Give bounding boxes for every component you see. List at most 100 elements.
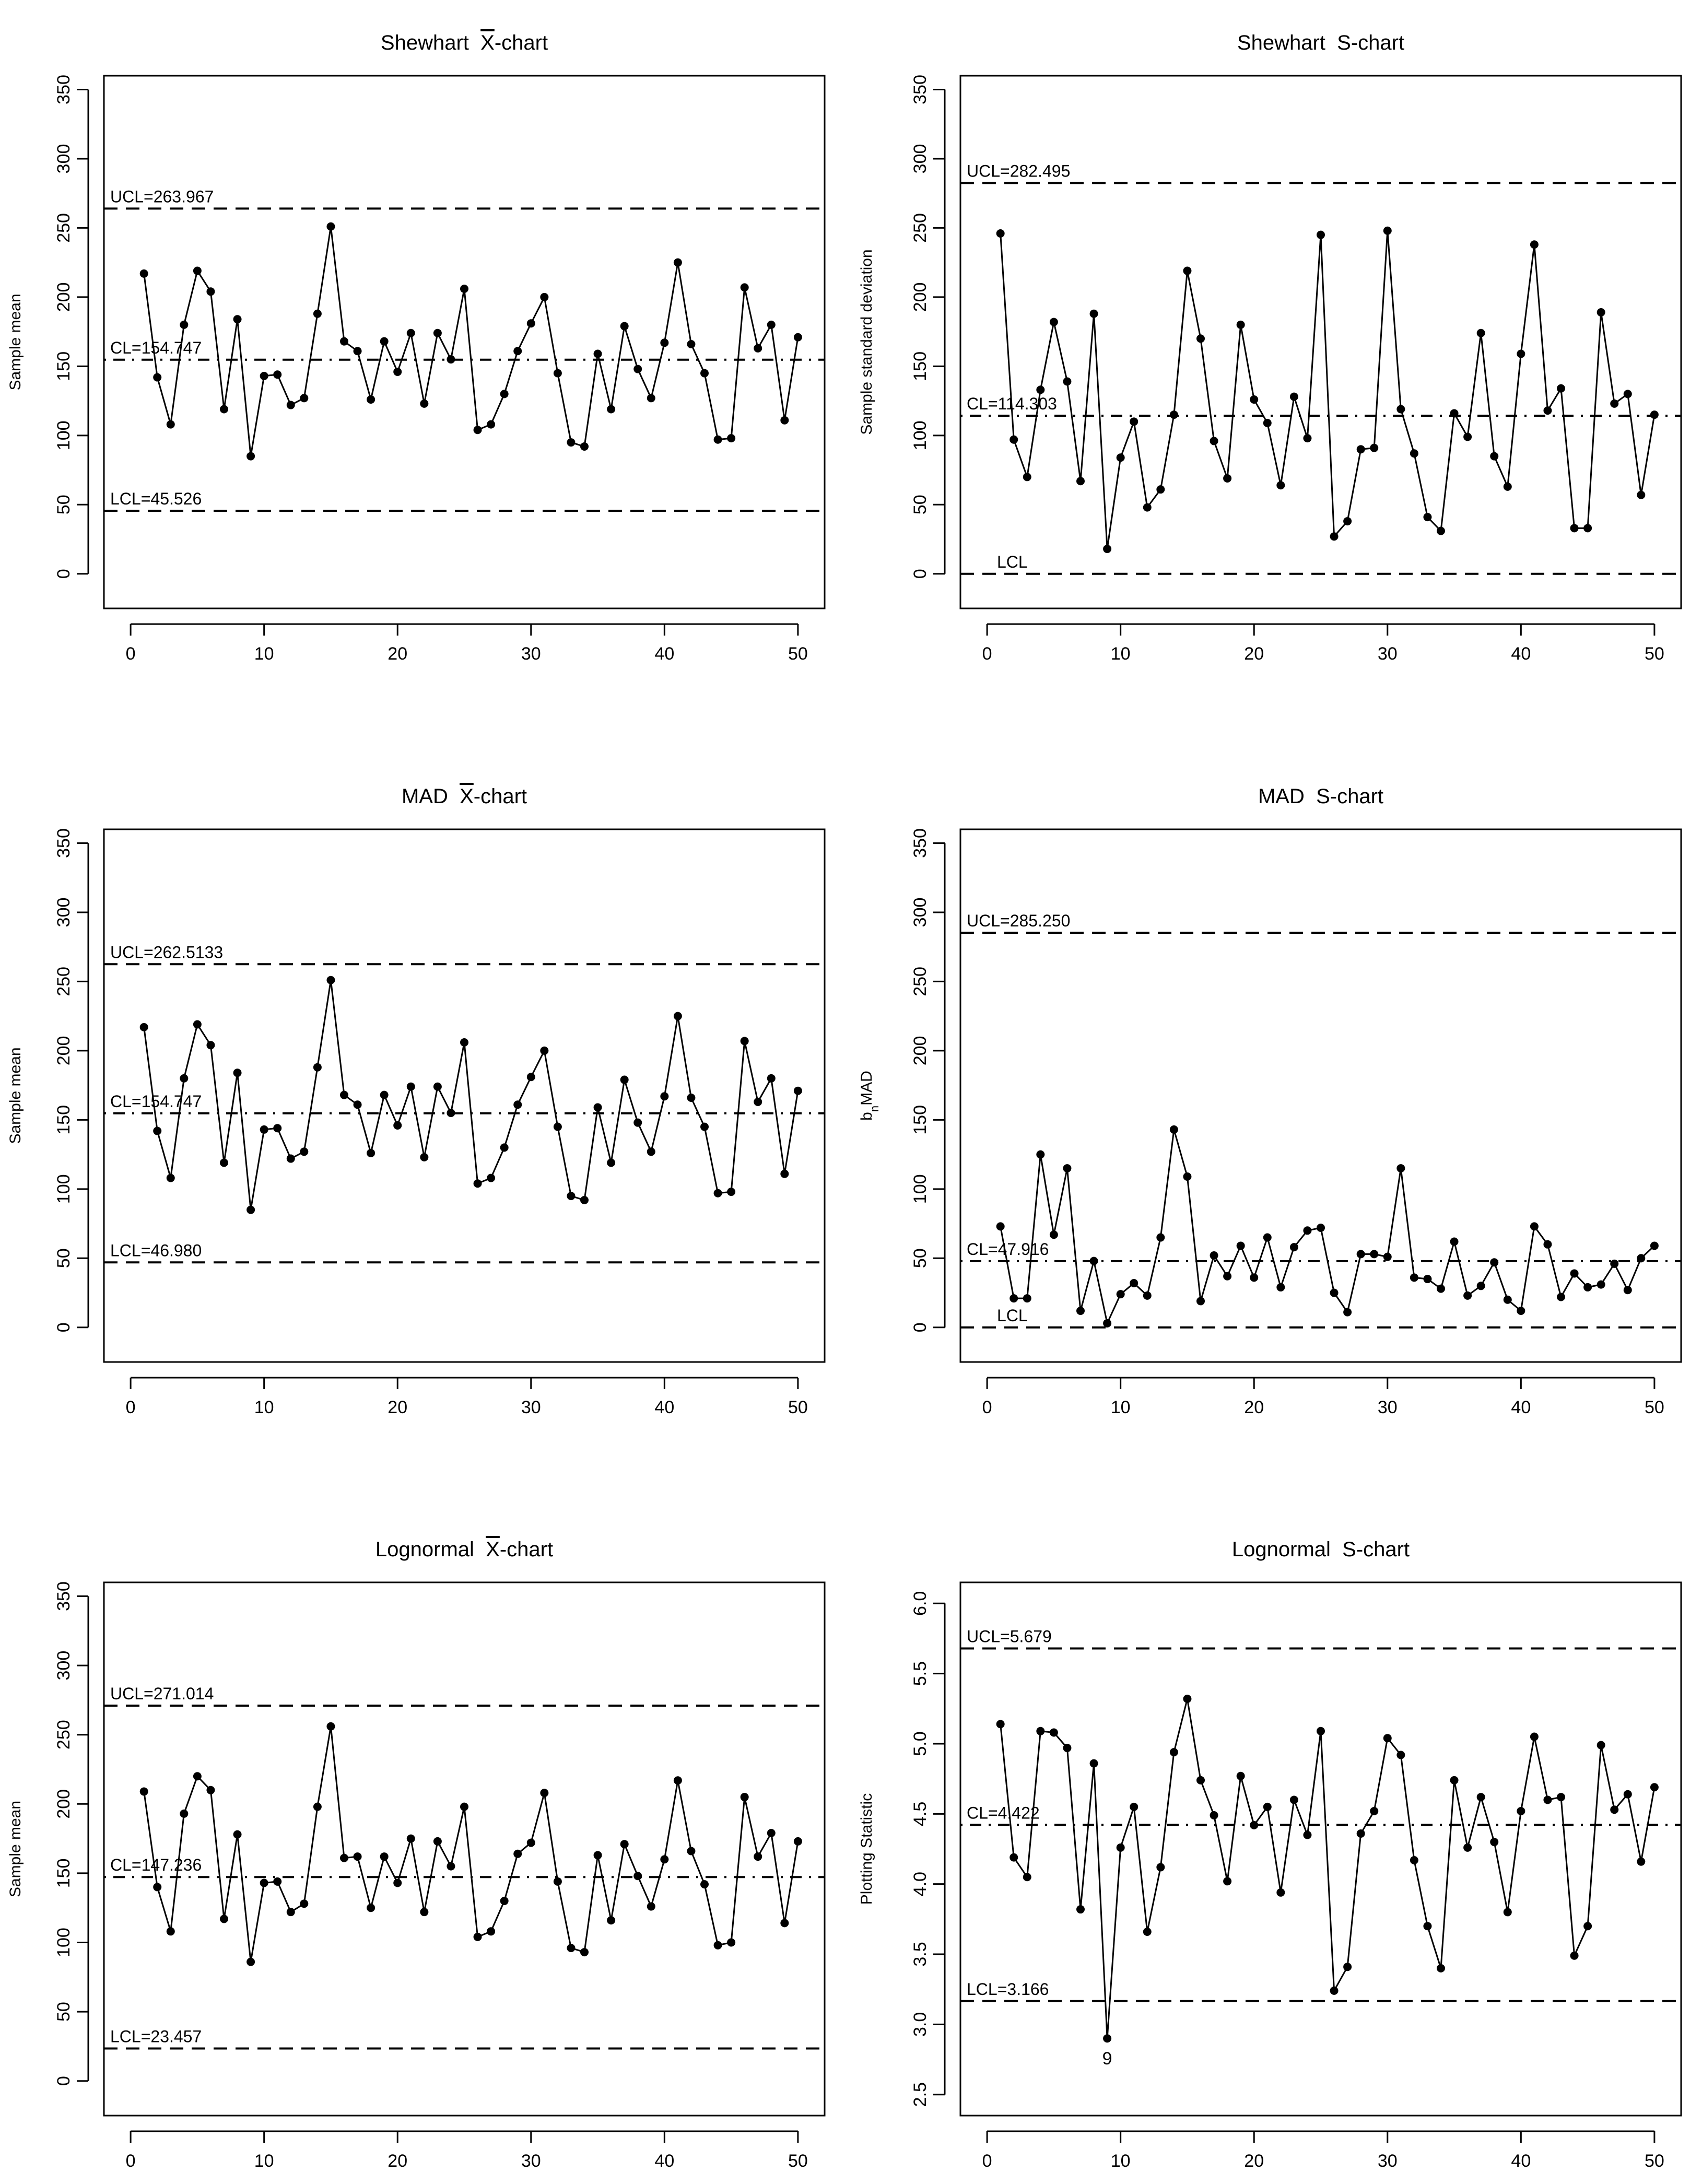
data-point	[500, 1143, 509, 1152]
y-axis-label: Sample mean	[7, 1047, 24, 1144]
data-point	[1597, 1280, 1605, 1289]
data-point	[567, 438, 576, 447]
data-point	[1049, 318, 1058, 326]
chart-title-statistic: S	[1316, 785, 1330, 808]
data-point	[1383, 1252, 1392, 1261]
chart-title-prefix: Lognormal	[1232, 1538, 1331, 1561]
lcl-label: LCL=23.457	[110, 2027, 202, 2046]
data-point	[166, 1927, 175, 1936]
y-tick-label: 0	[910, 1322, 930, 1332]
data-point	[1036, 1727, 1045, 1735]
data-point	[1010, 1853, 1018, 1862]
data-point	[1583, 524, 1592, 533]
cl-label: CL=4.422	[967, 1803, 1040, 1822]
data-point	[513, 1849, 522, 1858]
x-tick-label: 20	[1244, 1398, 1264, 1417]
chart-title-space	[469, 31, 480, 54]
data-point	[139, 1787, 148, 1796]
x-tick-label: 20	[1244, 644, 1264, 664]
data-point	[406, 1834, 415, 1843]
data-point	[180, 1074, 189, 1083]
data-point	[540, 292, 549, 301]
data-point	[1317, 1727, 1325, 1735]
point-annotation: 9	[1102, 2049, 1112, 2069]
data-point	[286, 1154, 295, 1163]
data-point	[273, 1877, 282, 1886]
data-point	[1530, 1222, 1539, 1231]
data-point	[340, 1090, 348, 1099]
data-point	[567, 1944, 576, 1953]
data-point	[1597, 1741, 1605, 1749]
data-point	[1196, 1776, 1205, 1784]
y-tick-label: 300	[910, 144, 930, 174]
data-point	[487, 1927, 496, 1936]
data-point	[460, 1802, 468, 1811]
data-point	[1343, 517, 1352, 526]
data-point	[260, 1125, 268, 1134]
data-point	[1063, 377, 1072, 386]
data-point	[1637, 1254, 1646, 1263]
y-axis-label: Sample standard deviation	[858, 249, 875, 435]
data-point	[1263, 418, 1272, 427]
data-point	[1410, 1273, 1418, 1282]
y-tick-label: 2.5	[910, 2082, 930, 2107]
data-point	[647, 1902, 655, 1911]
data-point	[273, 1124, 282, 1133]
data-point	[1570, 1269, 1579, 1278]
data-point	[1010, 1294, 1018, 1303]
data-point	[1143, 1928, 1152, 1936]
y-tick-label: 150	[910, 1105, 930, 1135]
x-tick-label: 10	[1111, 644, 1131, 664]
data-point	[1503, 1295, 1512, 1304]
data-point	[1169, 1748, 1178, 1757]
data-point	[620, 1840, 629, 1849]
x-tick-label: 40	[1511, 644, 1531, 664]
data-point	[473, 1932, 482, 1941]
data-point	[1236, 1241, 1245, 1250]
chart-panel-4: MAD S-chart 0 10 20 30 40 50 0 50 100 150 200 250 300…	[858, 785, 1682, 1417]
y-tick-label: 350	[910, 75, 930, 104]
y-tick-label: 300	[54, 898, 74, 927]
data-point	[1583, 1283, 1592, 1291]
data-point	[460, 1038, 468, 1047]
y-tick-label: 6.0	[910, 1591, 930, 1616]
data-point	[1303, 1226, 1312, 1235]
chart-title-suffix: -chart	[474, 785, 527, 808]
data-point	[1130, 417, 1138, 426]
data-point	[1183, 1172, 1192, 1181]
data-point	[767, 1074, 776, 1083]
data-point	[996, 229, 1005, 238]
data-point	[1023, 1294, 1031, 1303]
data-point	[1303, 1830, 1312, 1839]
data-point	[247, 452, 255, 461]
data-point	[607, 1158, 616, 1167]
x-tick-label: 40	[654, 2151, 674, 2171]
data-point	[1143, 503, 1152, 512]
data-point	[193, 266, 202, 275]
x-tick-label: 50	[1645, 2151, 1664, 2171]
series-line	[143, 226, 799, 456]
data-point	[353, 1852, 362, 1861]
data-point	[340, 1853, 348, 1862]
data-point	[1383, 1734, 1392, 1743]
data-point	[367, 395, 375, 404]
data-point	[206, 1041, 215, 1050]
data-point	[1049, 1230, 1058, 1239]
data-point	[593, 1103, 602, 1112]
data-point	[740, 1793, 749, 1802]
data-point	[607, 1916, 616, 1925]
data-point	[1490, 1258, 1499, 1267]
lcl-label: LCL	[997, 553, 1028, 571]
data-point	[1223, 474, 1232, 483]
y-tick-label: 3.5	[910, 1942, 930, 1966]
data-point	[1103, 545, 1112, 554]
data-point	[1423, 1275, 1432, 1284]
y-tick-label: 100	[54, 420, 74, 450]
ucl-label: UCL=262.5133	[110, 943, 223, 961]
data-point	[1023, 1873, 1031, 1882]
y-tick-label: 100	[54, 1174, 74, 1204]
chart-title-suffix: -chart	[1351, 31, 1404, 54]
data-point	[153, 373, 162, 382]
x-tick-label: 20	[388, 2151, 407, 2171]
series-line	[1000, 230, 1656, 549]
